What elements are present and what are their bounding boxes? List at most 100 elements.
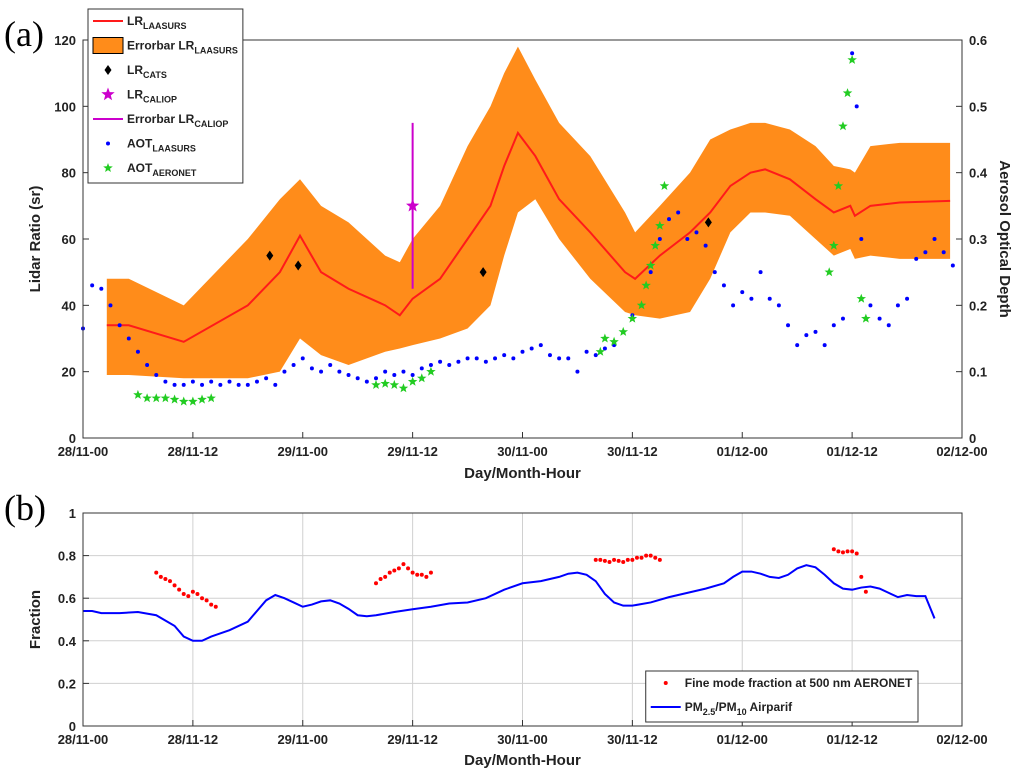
point (529, 346, 534, 351)
plot-frame (82, 512, 963, 727)
point (653, 555, 658, 560)
point (813, 329, 818, 334)
point (502, 353, 507, 358)
point (200, 382, 205, 387)
legend-subscript: LAASURS (194, 46, 238, 56)
point (703, 243, 708, 248)
point (142, 393, 152, 403)
point (657, 557, 662, 562)
point (618, 326, 628, 336)
x-tick-label: 30/11-12 (607, 444, 658, 459)
point (593, 557, 598, 562)
point (190, 379, 195, 384)
point (188, 396, 198, 406)
point (655, 220, 665, 230)
point (282, 369, 287, 374)
x-tick-label: 01/12-12 (826, 444, 877, 459)
point (493, 356, 498, 361)
point (740, 290, 745, 295)
point (645, 260, 656, 270)
point (104, 65, 112, 75)
point (383, 574, 388, 579)
point (854, 551, 859, 556)
point (158, 574, 163, 579)
point (154, 570, 159, 575)
point (786, 323, 791, 328)
point (854, 104, 859, 109)
point (923, 250, 928, 255)
x-tick-label: 01/12-00 (717, 444, 768, 459)
x-tick-label: 30/11-12 (607, 732, 658, 747)
point (886, 323, 891, 328)
point (625, 557, 630, 562)
point (621, 559, 626, 564)
point (630, 557, 635, 562)
y-tick-label: 0.8 (58, 549, 76, 564)
point (593, 353, 598, 358)
point (145, 363, 150, 368)
x-tick-label: 29/11-12 (387, 444, 438, 459)
y2-axis-label: Aerosol Optical Depth (996, 160, 1011, 318)
point (204, 598, 209, 603)
point (264, 376, 269, 381)
legend-box (645, 670, 919, 723)
point (355, 376, 360, 381)
point (861, 313, 871, 323)
y2-tick-label: 0.2 (969, 298, 987, 313)
x-axis-label: Day/Month-Hour (464, 465, 581, 482)
x-tick-label: 01/12-12 (826, 732, 877, 747)
legend-text: Errorbar LR (127, 112, 195, 126)
point (383, 369, 388, 374)
point (456, 359, 461, 364)
panel-label: (a) (4, 14, 44, 54)
point (424, 574, 429, 579)
point (200, 596, 205, 601)
legend-label: AOTAERONET (127, 161, 197, 178)
point (151, 393, 161, 403)
point (667, 217, 671, 222)
legend-subscript: CALIOP (143, 95, 177, 105)
point (612, 557, 617, 562)
point (254, 379, 259, 384)
point (627, 313, 638, 323)
point (406, 566, 411, 571)
point (914, 256, 919, 261)
point (659, 180, 670, 190)
point (776, 303, 781, 308)
point (602, 346, 607, 351)
legend-subscript: 10 (737, 707, 747, 717)
x-tick-label: 29/11-12 (387, 732, 438, 747)
point (694, 230, 699, 235)
point (721, 283, 726, 288)
point (636, 300, 647, 310)
point (426, 366, 436, 376)
point (648, 553, 653, 558)
point (300, 356, 305, 361)
point (227, 379, 232, 384)
point (378, 577, 383, 582)
y-tick-label: 0.4 (58, 634, 77, 649)
point (417, 373, 427, 383)
point (833, 180, 844, 190)
point (566, 356, 571, 361)
point (863, 589, 868, 594)
point (749, 296, 754, 301)
y-tick-label: 0 (69, 431, 76, 446)
point (598, 557, 603, 562)
legend-label: Errorbar LRCALIOP (127, 112, 228, 129)
point (407, 376, 418, 386)
legend-subscript: LAASURS (143, 21, 187, 31)
y-tick-label: 120 (54, 33, 76, 48)
point (941, 250, 946, 255)
point (108, 303, 113, 308)
point (401, 369, 406, 374)
point (836, 549, 841, 554)
point (154, 372, 159, 377)
point (169, 394, 180, 404)
point (557, 356, 562, 361)
point (905, 296, 910, 301)
point (704, 217, 712, 228)
